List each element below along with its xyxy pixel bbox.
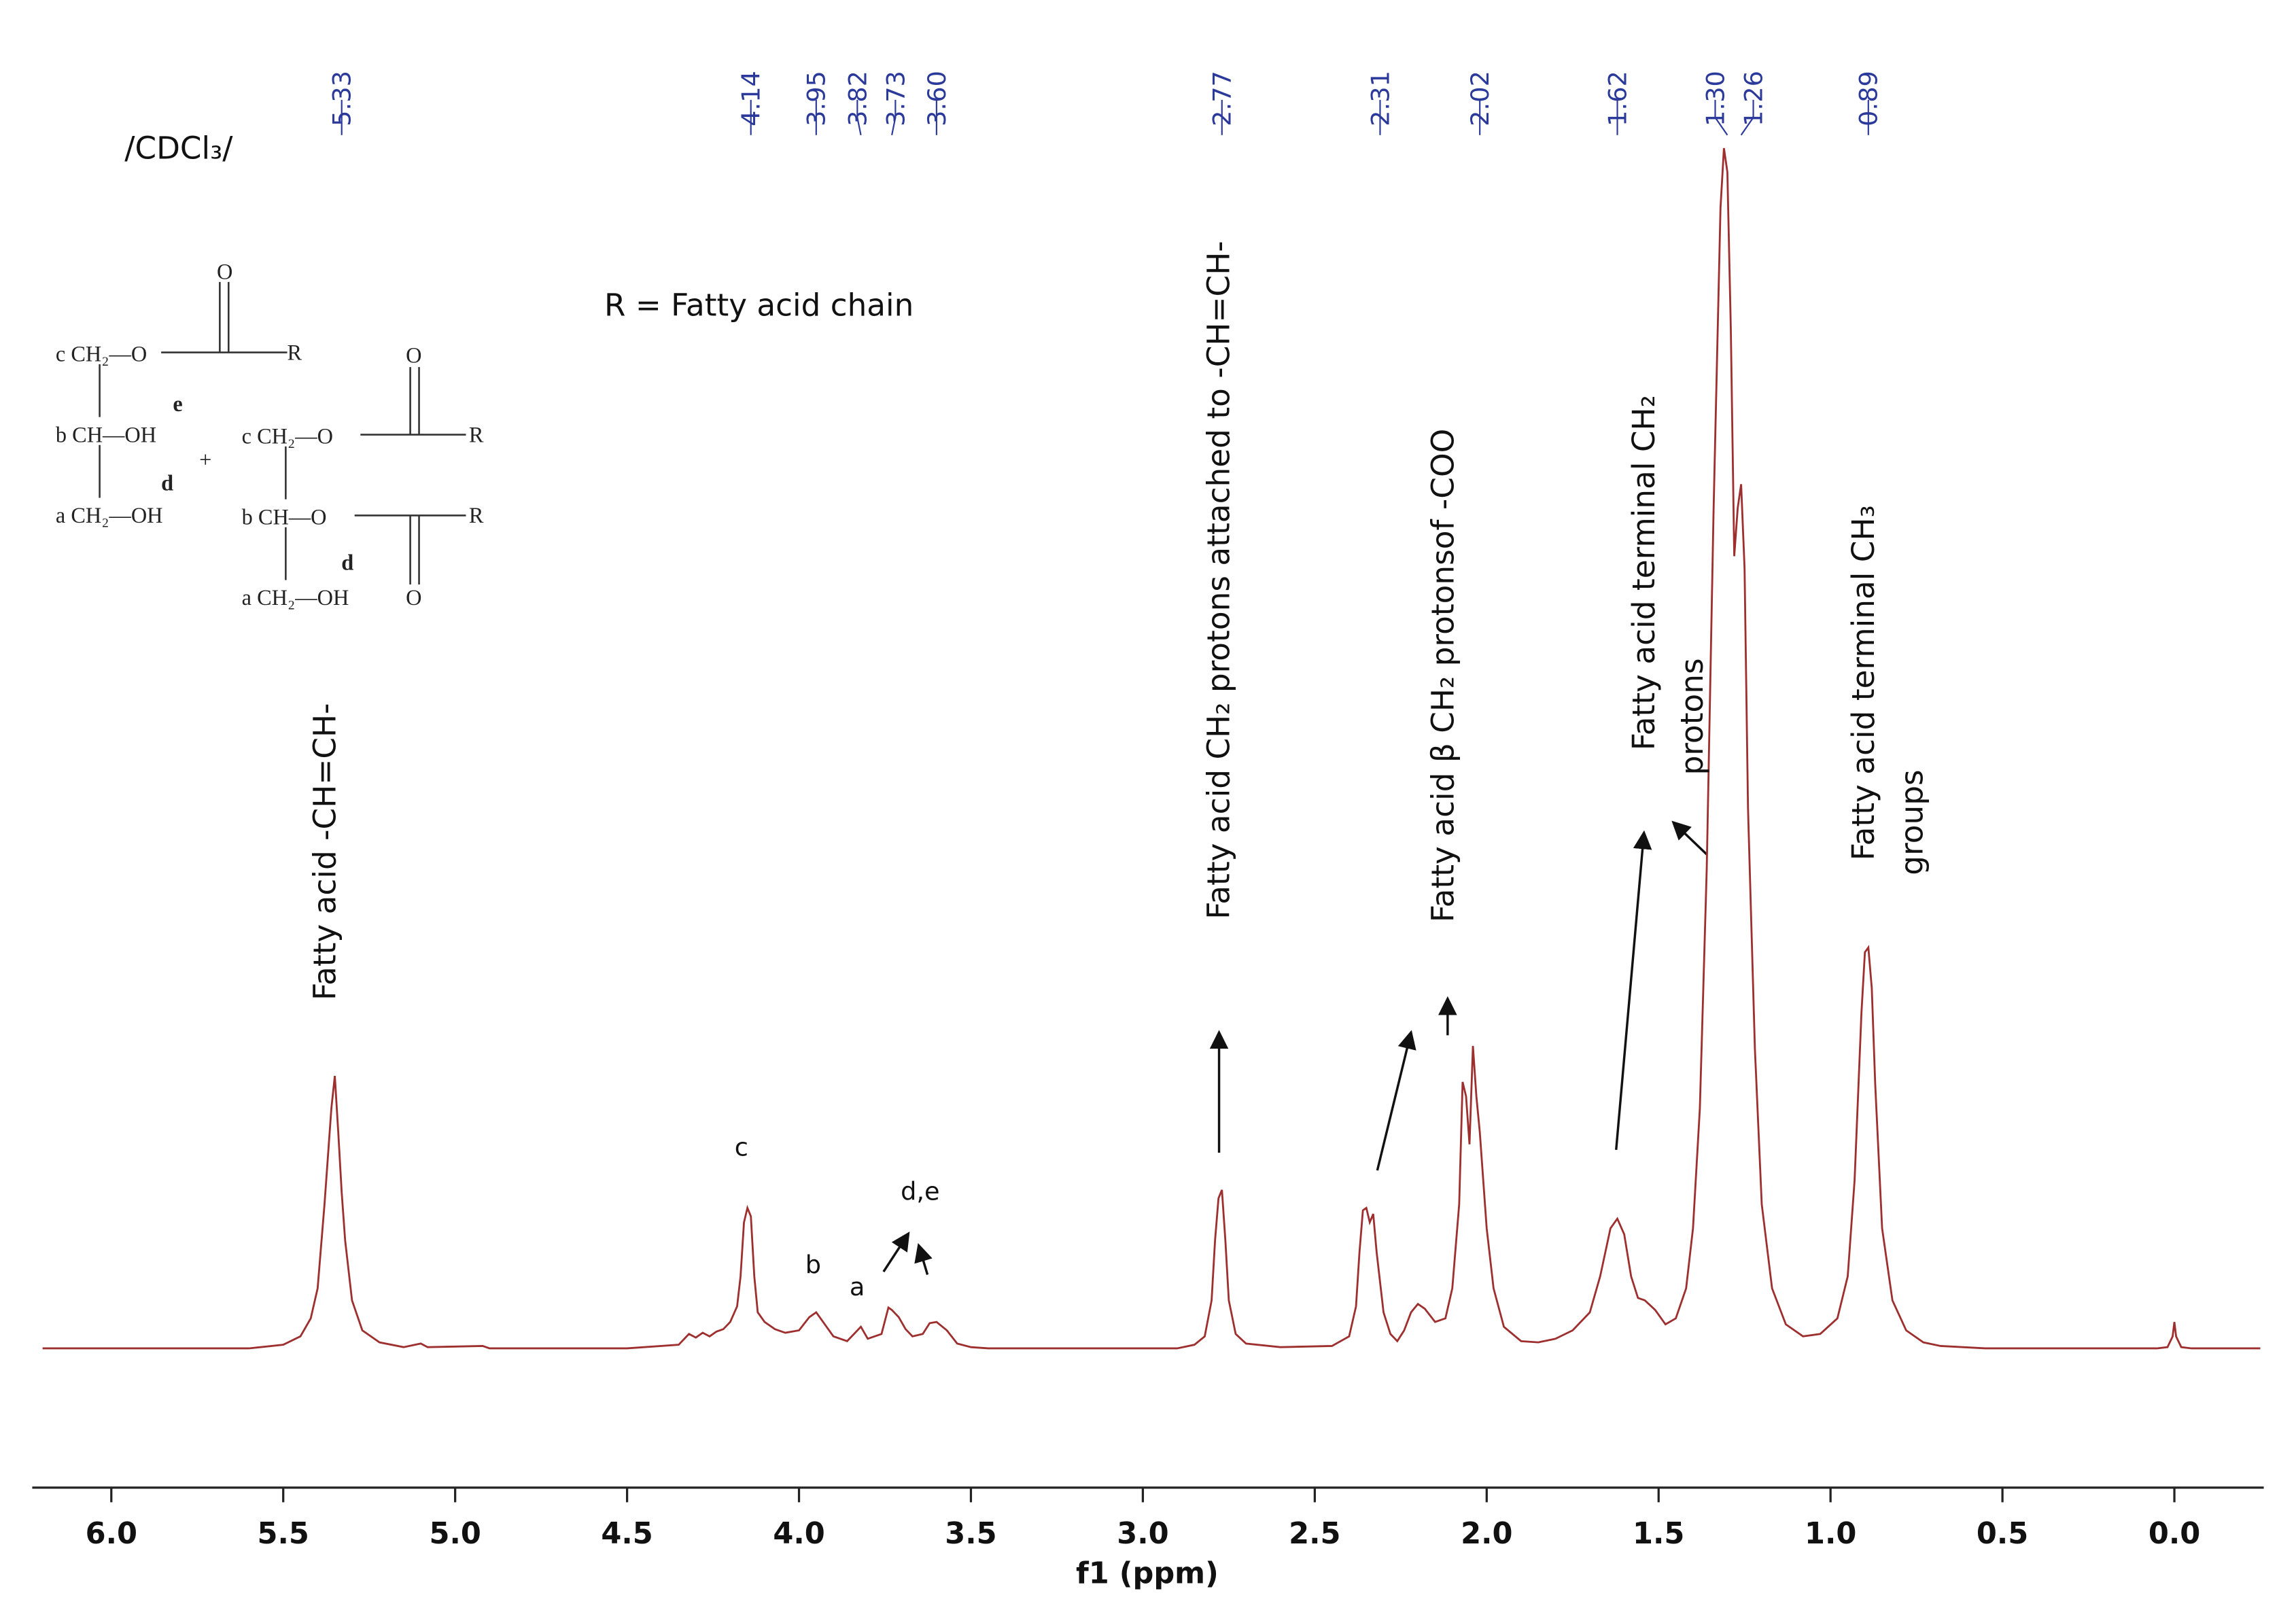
x-tick-label: 0.5: [1977, 1517, 2028, 1551]
peak-letter: c: [735, 1132, 748, 1161]
structure-text: O: [406, 586, 421, 610]
x-tick-label: 3.0: [1117, 1517, 1168, 1551]
annotation: groups: [1894, 769, 1930, 875]
structure-text: e: [173, 392, 182, 417]
bond: [285, 367, 466, 584]
peak-leader: [1740, 99, 1754, 136]
peak-leader: [856, 99, 862, 136]
x-tick-label: 4.0: [773, 1517, 824, 1551]
structure-text: O: [406, 344, 421, 368]
peak-letter: a: [850, 1272, 865, 1301]
solvent-label: /CDCl₃/: [124, 130, 233, 166]
spectrum-line: [42, 147, 2261, 1350]
annotation: Fatty acid β CH₂ protonsof -COO: [1425, 429, 1461, 923]
peak-leader: [891, 99, 897, 136]
annotation: Fatty acid CH₂ protons attached to -CH=C…: [1201, 241, 1237, 919]
x-tick-label: 2.0: [1461, 1517, 1512, 1551]
structure-bonds: [99, 281, 466, 584]
annotation: protons: [1674, 658, 1710, 775]
arrow: [1376, 1030, 1416, 1171]
peak-leader: [1714, 99, 1728, 136]
structure-text: a CH₂—OH: [242, 586, 349, 610]
structure-text: R: [469, 504, 484, 528]
structure-text: c CH₂—O: [242, 425, 333, 449]
annotation: Fatty acid terminal CH₂: [1626, 395, 1662, 750]
structure-text: b CH—OH: [56, 423, 156, 447]
peak-letter: b: [805, 1250, 821, 1279]
annotation: Fatty acid terminal CH₃: [1845, 505, 1881, 860]
r-note: R = Fatty acid chain: [604, 287, 914, 324]
x-tick-label: 1.5: [1633, 1517, 1684, 1551]
arrow: [914, 1242, 933, 1276]
x-tick-label: 2.5: [1289, 1517, 1340, 1551]
peak-letter: d,e: [901, 1176, 939, 1206]
annotation: Fatty acid -CH=CH-: [307, 703, 343, 1000]
structure-text: O: [217, 260, 232, 285]
x-tick-label: 5.5: [258, 1517, 309, 1551]
arrow: [1615, 830, 1652, 1151]
structure-text: R: [469, 423, 484, 447]
structure-text: c CH₂—O: [56, 343, 147, 367]
x-tick-label: 5.0: [429, 1517, 481, 1551]
structure-text: a CH₂—OH: [56, 504, 163, 528]
structure: c CH₂—O b CH—OH a CH₂—OH e d + c CH₂—O b CH—O a …: [56, 260, 484, 611]
x-tick-label: 3.5: [945, 1517, 996, 1551]
x-tick-label: 0.0: [2149, 1517, 2200, 1551]
arrows: [882, 820, 1708, 1276]
structure-text: R: [288, 340, 302, 365]
structure-text: d: [161, 472, 173, 496]
x-tick-label: 4.5: [601, 1517, 653, 1551]
x-tick-label: 6.0: [86, 1517, 137, 1551]
bond: [99, 281, 288, 498]
x-tick-label: 1.0: [1805, 1517, 1856, 1551]
x-axis-label: f1 (ppm): [1076, 1556, 1219, 1590]
structure-text: d: [341, 550, 353, 575]
arrow: [1671, 820, 1708, 856]
structure-text: +: [199, 448, 211, 472]
arrow: [882, 1231, 910, 1273]
structure-text: b CH—O: [242, 505, 327, 529]
